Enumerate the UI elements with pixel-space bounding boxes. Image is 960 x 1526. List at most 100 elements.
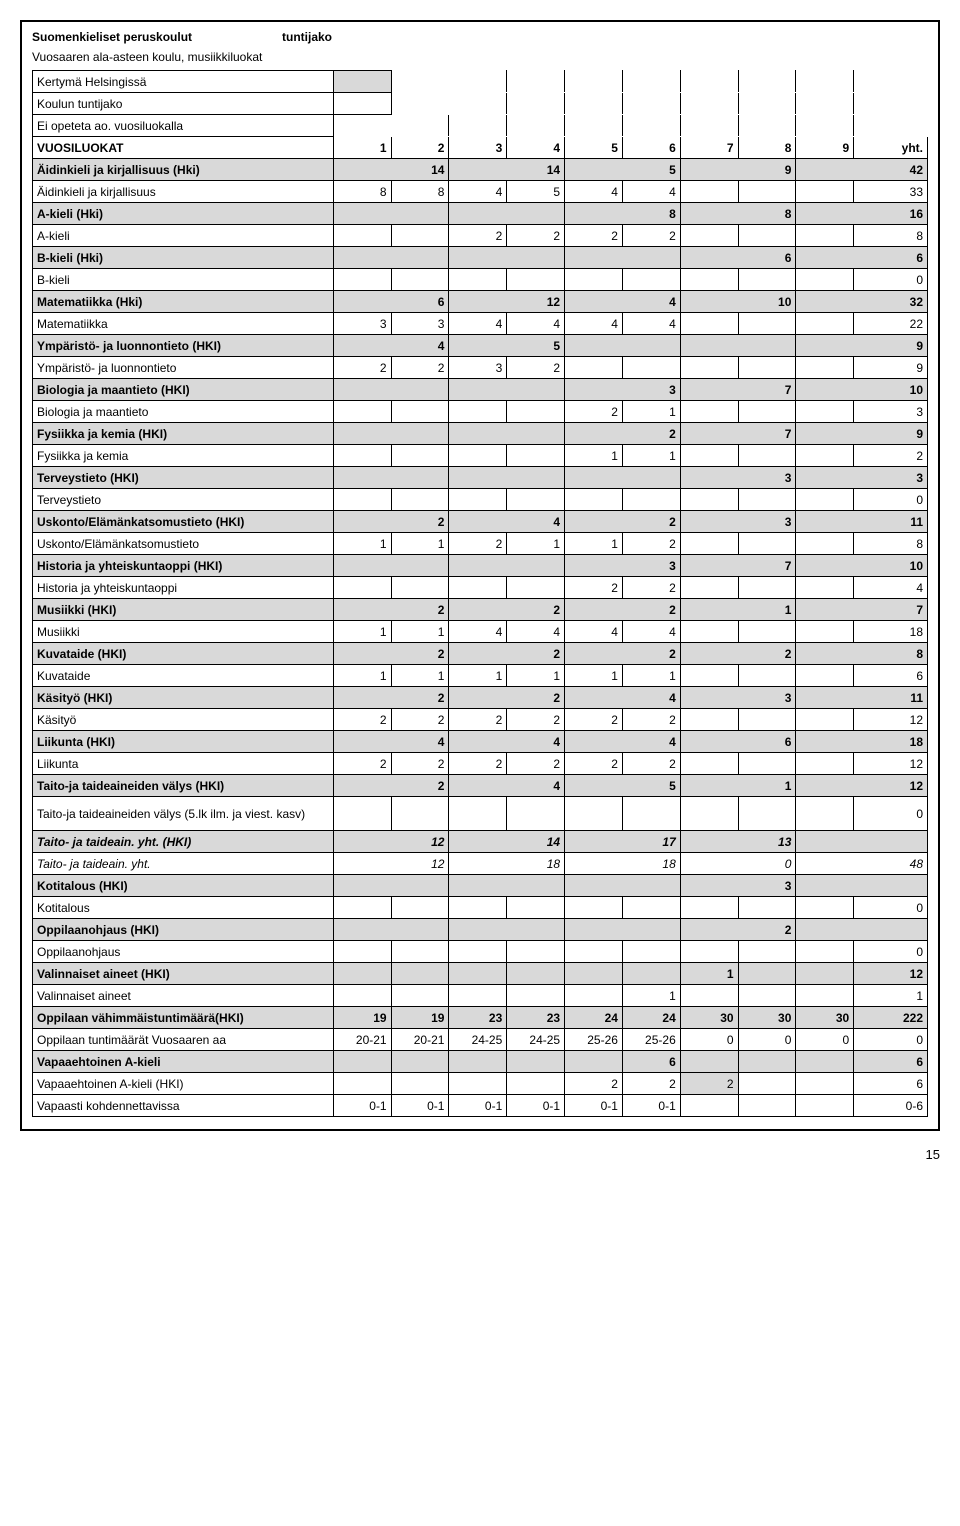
cell: 3 xyxy=(565,379,681,401)
table-row: Oppilaan tuntimäärät Vuosaaren aa20-2120… xyxy=(33,1029,928,1051)
cell xyxy=(449,1051,507,1073)
cell xyxy=(796,269,854,291)
cell: 12 xyxy=(449,291,565,313)
cell xyxy=(796,797,854,831)
cell xyxy=(333,577,391,599)
cell: 3 xyxy=(565,555,681,577)
cell: 19 xyxy=(333,1007,391,1029)
row-label: Biologia ja maantieto xyxy=(33,401,334,423)
cell: 6 xyxy=(680,731,796,753)
cell: 1 xyxy=(680,775,796,797)
row-label: Äidinkieli ja kirjallisuus (Hki) xyxy=(33,159,334,181)
cell: 2 xyxy=(507,225,565,247)
page-number: 15 xyxy=(20,1147,940,1162)
cell xyxy=(507,963,565,985)
cell: 6 xyxy=(680,247,796,269)
cell xyxy=(449,897,507,919)
cell: 1 xyxy=(622,401,680,423)
cell xyxy=(738,445,796,467)
cell: 4 xyxy=(449,621,507,643)
cell xyxy=(796,665,854,687)
cell: 1 xyxy=(449,665,507,687)
cell: 1 xyxy=(622,665,680,687)
cell: 8 xyxy=(391,181,449,203)
cell xyxy=(565,941,623,963)
cell xyxy=(449,1073,507,1095)
cell xyxy=(680,577,738,599)
table-row: Matematiikka (Hki)61241032 xyxy=(33,291,928,313)
cell: 0 xyxy=(854,897,928,919)
cell: 3 xyxy=(854,401,928,423)
table-row: Äidinkieli ja kirjallisuus88454433 xyxy=(33,181,928,203)
cell xyxy=(449,401,507,423)
table-row: Ympäristö- ja luonnontieto (HKI)459 xyxy=(33,335,928,357)
cell: 42 xyxy=(796,159,928,181)
cell xyxy=(796,897,854,919)
cell: 4 xyxy=(449,731,565,753)
cell: 0 xyxy=(680,1029,738,1051)
cell: 2 xyxy=(449,533,507,555)
cell xyxy=(738,357,796,379)
cell xyxy=(565,269,623,291)
cell xyxy=(680,897,738,919)
col-5: 5 xyxy=(565,137,623,159)
cell: 0-1 xyxy=(333,1095,391,1117)
cell xyxy=(449,985,507,1007)
cell: 2 xyxy=(333,709,391,731)
cell xyxy=(680,335,796,357)
cell: 0-1 xyxy=(622,1095,680,1117)
cell: 12 xyxy=(854,963,928,985)
table-row: Liikunta22222212 xyxy=(33,753,928,775)
cell: 4 xyxy=(622,181,680,203)
cell: 0 xyxy=(854,797,928,831)
cell: 19 xyxy=(391,1007,449,1029)
cell: 16 xyxy=(796,203,928,225)
cell: 2 xyxy=(680,919,796,941)
cell xyxy=(333,875,449,897)
cell: 2 xyxy=(622,577,680,599)
cell xyxy=(680,225,738,247)
cell xyxy=(680,753,738,775)
cell xyxy=(738,1095,796,1117)
cell xyxy=(391,225,449,247)
cell: 2 xyxy=(333,599,449,621)
legend-row-koulun: Koulun tuntijako xyxy=(33,93,928,115)
cell xyxy=(565,963,623,985)
table-row: Biologia ja maantieto 21 3 xyxy=(33,401,928,423)
cell: 4 xyxy=(507,621,565,643)
col-7: 7 xyxy=(680,137,738,159)
row-label: Käsityö (HKI) xyxy=(33,687,334,709)
cell: 0 xyxy=(854,489,928,511)
table-row: Historia ja yhteiskuntaoppi224 xyxy=(33,577,928,599)
cell: 14 xyxy=(449,831,565,853)
cell xyxy=(449,489,507,511)
cell xyxy=(449,423,565,445)
cell xyxy=(738,963,796,985)
cell xyxy=(680,181,738,203)
cell: 20-21 xyxy=(391,1029,449,1051)
cell xyxy=(738,985,796,1007)
cell xyxy=(680,665,738,687)
cell: 10 xyxy=(796,379,928,401)
cell: 14 xyxy=(449,159,565,181)
cell: 4 xyxy=(622,621,680,643)
cell xyxy=(796,1095,854,1117)
cell xyxy=(738,1073,796,1095)
table-row: Uskonto/Elämänkatsomustieto (HKI)242311 xyxy=(33,511,928,533)
cell xyxy=(565,1051,623,1073)
cell: 0 xyxy=(738,1029,796,1051)
row-label: Taito-ja taideaineiden välys (HKI) xyxy=(33,775,334,797)
cell xyxy=(507,1051,565,1073)
cell: 18 xyxy=(854,621,928,643)
cell xyxy=(333,225,391,247)
cell: 2 xyxy=(565,401,623,423)
cell xyxy=(333,555,449,577)
cell: 6 xyxy=(796,247,928,269)
cell xyxy=(449,577,507,599)
cell: 2 xyxy=(565,709,623,731)
table-row: Fysiikka ja kemia112 xyxy=(33,445,928,467)
legend-row-kertyma: Kertymä Helsingissä xyxy=(33,71,928,93)
cell: 4 xyxy=(565,313,623,335)
cell xyxy=(680,985,738,1007)
cell: 2 xyxy=(449,599,565,621)
